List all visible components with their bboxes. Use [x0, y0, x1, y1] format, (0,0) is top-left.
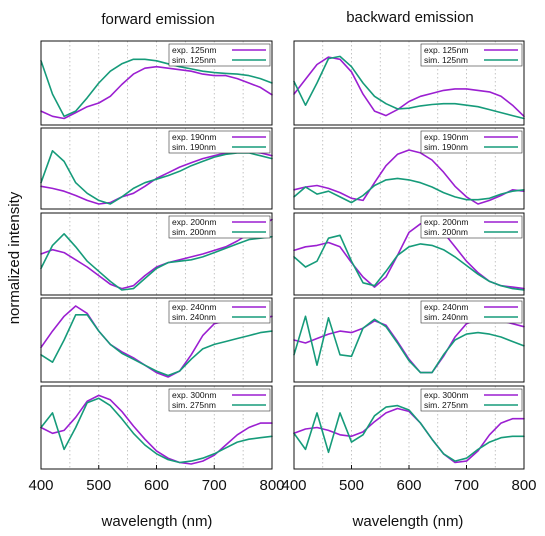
legend-entry-label: exp. 240nm: [172, 302, 216, 312]
x-tick-label: 800: [511, 477, 536, 494]
x-tick-label: 600: [144, 477, 169, 494]
simulation-series-line: [293, 315, 525, 374]
x-tick-label: 500: [86, 477, 111, 494]
backward-emission-title: backward emission: [346, 9, 474, 26]
legend-entry-label: sim. 125nm: [424, 55, 468, 65]
x-tick-label: 400: [281, 477, 306, 494]
experiment-series-line: [40, 218, 273, 290]
legend-entry-label: sim. 125nm: [172, 55, 216, 65]
legend-entry-label: sim. 200nm: [172, 227, 216, 237]
panel-frame: [293, 40, 525, 126]
forward-emission-title: forward emission: [101, 11, 214, 28]
x-tick-label: 700: [454, 477, 479, 494]
legend-entry-label: exp. 190nm: [172, 132, 216, 142]
simulation-series-line: [40, 233, 273, 291]
simulation-series-line: [40, 314, 273, 377]
legend-entry-label: sim. 190nm: [172, 142, 216, 152]
simulation-series-line: [40, 397, 273, 464]
legend-entry-label: sim. 240nm: [424, 312, 468, 322]
legend-entry-label: sim. 275nm: [424, 400, 468, 410]
simulation-series-line: [293, 234, 525, 291]
experiment-series-line: [40, 394, 273, 465]
legend-entry-label: sim. 190nm: [424, 142, 468, 152]
panel-frame: [40, 297, 273, 383]
experiment-series-line: [40, 65, 273, 120]
legend-entry-label: exp. 190nm: [424, 132, 468, 142]
panel-frame: [40, 212, 273, 296]
legend-entry-label: sim. 200nm: [424, 227, 468, 237]
x-tick-label: 400: [28, 477, 53, 494]
legend-entry-label: exp. 200nm: [172, 217, 216, 227]
legend-entry-label: exp. 300nm: [424, 390, 468, 400]
x-axis-label-left: wavelength (nm): [101, 513, 213, 530]
simulation-series-line: [293, 404, 525, 462]
panel-frame: [293, 127, 525, 210]
legend-entry-label: exp. 300nm: [172, 390, 216, 400]
panel-frame: [40, 127, 273, 210]
legend-entry-label: exp. 125nm: [424, 45, 468, 55]
legend-entry-label: exp. 200nm: [424, 217, 468, 227]
legend-entry-label: sim. 240nm: [172, 312, 216, 322]
x-tick-label: 500: [339, 477, 364, 494]
experiment-series-line: [293, 149, 525, 205]
x-axis-label-right: wavelength (nm): [352, 513, 464, 530]
simulation-series-line: [293, 55, 525, 120]
simulation-series-line: [40, 58, 273, 118]
legend-entry-label: exp. 240nm: [424, 302, 468, 312]
y-axis-label: normalized intensity: [6, 191, 23, 324]
simulation-series-line: [293, 177, 525, 204]
panel-frame: [293, 212, 525, 296]
legend-entry-label: exp. 125nm: [172, 45, 216, 55]
x-tick-label: 700: [202, 477, 227, 494]
x-tick-label: 800: [259, 477, 284, 494]
panel-frame: [40, 40, 273, 126]
x-tick-label: 600: [396, 477, 421, 494]
panel-frame: [293, 297, 525, 383]
simulation-series-line: [40, 150, 273, 205]
experiment-series-line: [293, 407, 525, 464]
legend-entry-label: sim. 275nm: [172, 400, 216, 410]
